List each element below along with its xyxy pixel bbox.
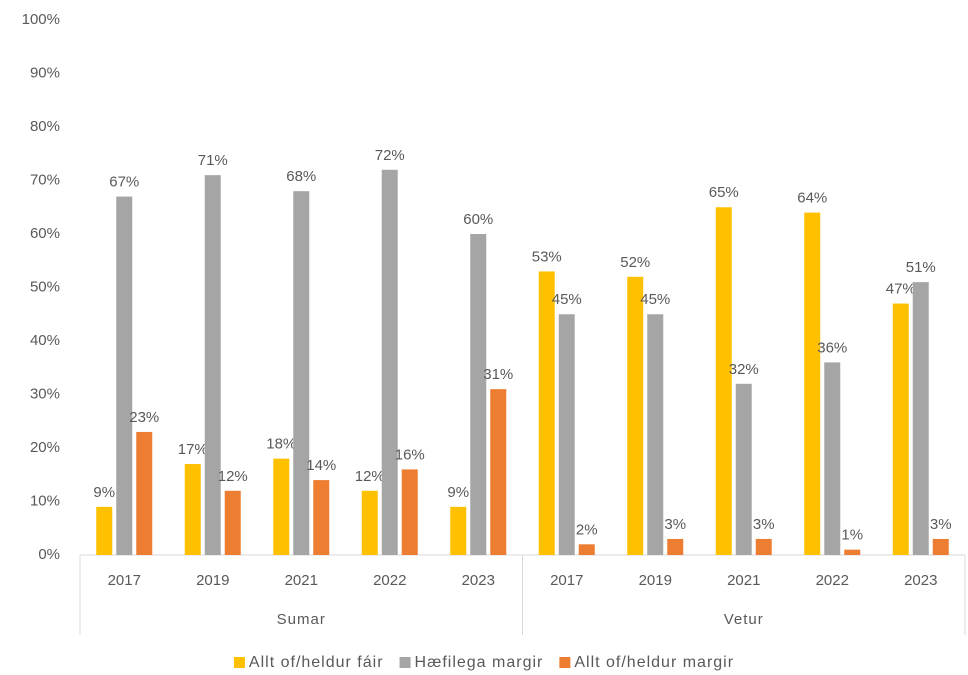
x-tick-label: 2022 bbox=[373, 572, 406, 589]
bar bbox=[932, 538, 949, 555]
bar bbox=[116, 196, 133, 556]
bar bbox=[538, 271, 555, 555]
y-tick-label: 90% bbox=[30, 64, 60, 81]
y-tick-label: 50% bbox=[30, 278, 60, 295]
bar bbox=[735, 383, 752, 555]
group-label: Vetur bbox=[724, 611, 764, 628]
bar bbox=[804, 212, 821, 555]
bar bbox=[293, 191, 310, 555]
data-label: 45% bbox=[552, 291, 582, 308]
data-label: 45% bbox=[640, 291, 670, 308]
data-label: 17% bbox=[178, 441, 208, 458]
data-label: 12% bbox=[355, 468, 385, 485]
bar bbox=[490, 389, 507, 555]
bar bbox=[912, 282, 929, 555]
legend-swatch bbox=[559, 657, 571, 668]
data-label: 32% bbox=[729, 361, 759, 378]
data-label: 67% bbox=[109, 174, 139, 191]
y-tick-label: 70% bbox=[30, 171, 60, 188]
data-label: 9% bbox=[447, 484, 469, 501]
x-tick-label: 2019 bbox=[196, 572, 229, 589]
bar bbox=[361, 490, 378, 555]
bar bbox=[892, 303, 909, 555]
bar bbox=[715, 207, 732, 555]
x-tick-label: 2017 bbox=[108, 572, 141, 589]
data-label: 31% bbox=[483, 366, 513, 383]
data-label: 23% bbox=[129, 409, 159, 426]
legend-label: Allt of/heldur fáir bbox=[249, 654, 384, 671]
data-label: 9% bbox=[93, 484, 115, 501]
x-tick-label: 2017 bbox=[550, 572, 583, 589]
data-label: 60% bbox=[463, 211, 493, 228]
legend-label: Hæfilega margir bbox=[415, 654, 544, 671]
bar bbox=[578, 544, 595, 555]
data-label: 3% bbox=[930, 516, 952, 533]
bar bbox=[844, 549, 861, 555]
x-tick-label: 2023 bbox=[462, 572, 495, 589]
data-label: 16% bbox=[395, 446, 425, 463]
data-label: 64% bbox=[797, 190, 827, 207]
legend-label: Allt of/heldur margir bbox=[574, 654, 734, 671]
data-label: 51% bbox=[906, 259, 936, 276]
data-label: 72% bbox=[375, 147, 405, 164]
bar bbox=[204, 175, 221, 555]
y-tick-label: 100% bbox=[22, 11, 60, 28]
bar bbox=[273, 458, 290, 555]
bar bbox=[470, 234, 487, 555]
y-tick-label: 10% bbox=[30, 492, 60, 509]
bar bbox=[313, 480, 330, 555]
data-label: 2% bbox=[576, 521, 598, 538]
bar bbox=[667, 538, 684, 555]
data-label: 68% bbox=[286, 168, 316, 185]
y-tick-label: 0% bbox=[38, 546, 60, 563]
x-tick-label: 2021 bbox=[285, 572, 318, 589]
data-label: 65% bbox=[709, 184, 739, 201]
bar bbox=[96, 506, 113, 555]
bar bbox=[558, 314, 575, 555]
data-label: 18% bbox=[266, 436, 296, 453]
legend-swatch bbox=[233, 657, 245, 668]
data-label: 1% bbox=[841, 527, 863, 544]
data-label: 3% bbox=[753, 516, 775, 533]
x-tick-label: 2019 bbox=[639, 572, 672, 589]
group-label: Sumar bbox=[277, 611, 326, 628]
data-label: 3% bbox=[664, 516, 686, 533]
bar bbox=[755, 538, 772, 555]
data-label: 36% bbox=[817, 339, 847, 356]
data-label: 12% bbox=[218, 468, 248, 485]
x-tick-label: 2022 bbox=[816, 572, 849, 589]
x-tick-label: 2023 bbox=[904, 572, 937, 589]
legend-swatch bbox=[399, 657, 411, 668]
y-tick-label: 40% bbox=[30, 332, 60, 349]
y-tick-label: 60% bbox=[30, 225, 60, 242]
y-tick-label: 20% bbox=[30, 439, 60, 456]
bar bbox=[647, 314, 664, 555]
data-label: 14% bbox=[306, 457, 336, 474]
bar bbox=[184, 464, 201, 555]
x-tick-label: 2021 bbox=[727, 572, 760, 589]
bar bbox=[450, 506, 467, 555]
bar bbox=[224, 490, 241, 555]
data-label: 47% bbox=[886, 281, 916, 298]
bar bbox=[401, 469, 418, 555]
bar bbox=[381, 169, 398, 556]
data-label: 53% bbox=[532, 248, 562, 265]
bar bbox=[627, 276, 644, 555]
data-label: 52% bbox=[620, 254, 650, 271]
y-tick-label: 80% bbox=[30, 118, 60, 135]
bar bbox=[136, 431, 153, 555]
bar bbox=[824, 362, 841, 555]
y-tick-label: 30% bbox=[30, 385, 60, 402]
data-label: 71% bbox=[198, 152, 228, 169]
